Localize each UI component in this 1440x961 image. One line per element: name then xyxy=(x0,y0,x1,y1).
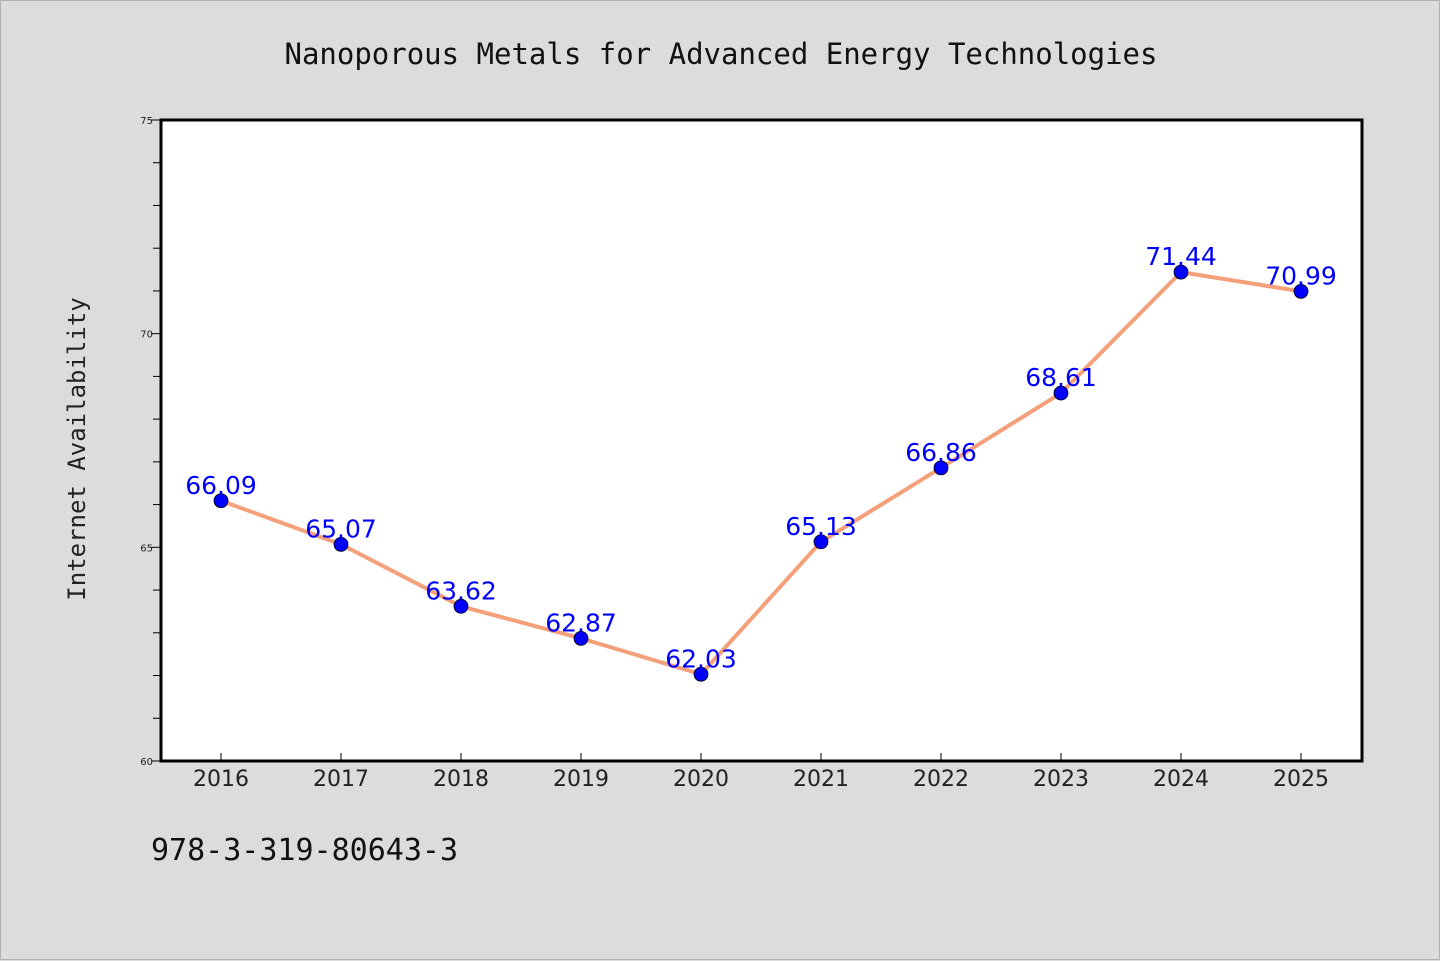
data-label: 63.62 xyxy=(425,576,497,605)
x-tick-label: 2025 xyxy=(1273,767,1329,792)
data-point-marker xyxy=(1053,385,1069,401)
x-tick-label: 2019 xyxy=(553,767,609,792)
data-label: 62.03 xyxy=(665,644,737,673)
markers-group xyxy=(213,264,1309,682)
data-point-marker xyxy=(453,598,469,614)
data-point-marker xyxy=(573,630,589,646)
data-point-marker xyxy=(333,536,349,552)
data-point-marker xyxy=(1293,283,1309,299)
chart-title: Nanoporous Metals for Advanced Energy Te… xyxy=(285,37,1158,71)
x-tick-label: 2024 xyxy=(1153,767,1209,792)
data-point-marker xyxy=(213,493,229,509)
x-tick-label: 2017 xyxy=(313,767,369,792)
x-tick-label: 2023 xyxy=(1033,767,1089,792)
data-label: 66.86 xyxy=(905,438,977,467)
data-point-marker xyxy=(813,534,829,550)
data-point-marker xyxy=(1173,264,1189,280)
data-label: 70.99 xyxy=(1265,261,1337,290)
x-tick-label: 2016 xyxy=(193,767,249,792)
y-tick-label: 65 xyxy=(140,543,153,554)
x-tick-label: 2021 xyxy=(793,767,849,792)
y-tick-label: 75 xyxy=(140,116,153,127)
data-point-marker xyxy=(933,460,949,476)
data-label: 71.44 xyxy=(1145,242,1217,271)
data-labels-group: 66.09 65.07 63.62 62.87 62.03 65.13 66.86 68.61… xyxy=(185,242,1337,673)
plot-area xyxy=(159,118,1364,763)
y-tick-label: 60 xyxy=(140,757,153,768)
x-tick-label: 2022 xyxy=(913,767,969,792)
x-tick-label: 2020 xyxy=(673,767,729,792)
y-axis-ticks: 60 65 70 75 xyxy=(140,116,161,768)
x-tick-label: 2018 xyxy=(433,767,489,792)
data-label: 65.07 xyxy=(305,514,377,543)
y-axis-label: Internet Availability xyxy=(63,297,91,600)
data-label: 62.87 xyxy=(545,608,617,637)
data-point-marker xyxy=(693,666,709,682)
y-tick-label: 70 xyxy=(140,330,153,341)
data-label: 68.61 xyxy=(1025,363,1097,392)
series-line-group xyxy=(219,270,1303,677)
series-line xyxy=(219,270,1303,677)
data-label: 65.13 xyxy=(785,512,857,541)
isbn-text: 978-3-319-80643-3 xyxy=(151,833,459,868)
x-axis-ticks: 2016 2017 2018 2019 2020 2021 2022 2023 2024 2025 xyxy=(193,753,1329,792)
data-label: 66.09 xyxy=(185,471,257,500)
